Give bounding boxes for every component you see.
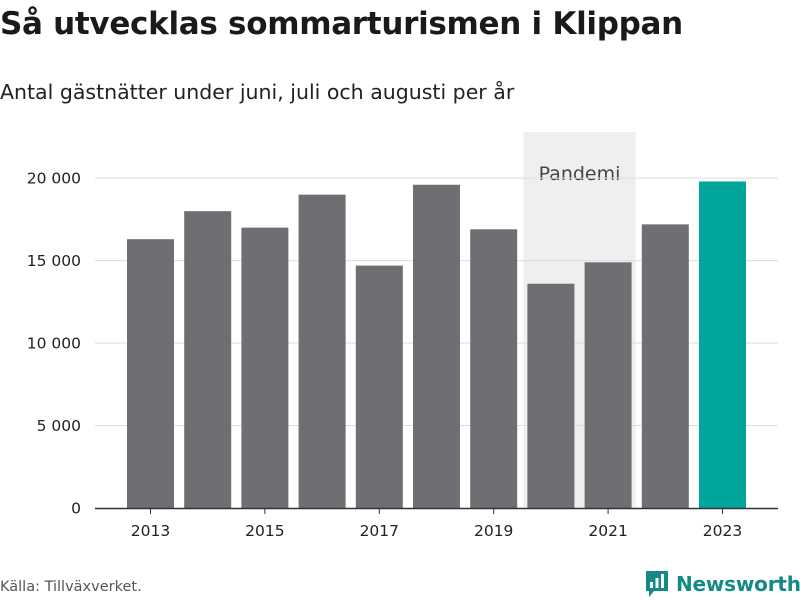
- y-tick-label: 15 000: [27, 252, 81, 270]
- bar-chart-flag-icon: [646, 571, 668, 597]
- bar-2022: [641, 224, 689, 508]
- x-tick-label: 2021: [588, 522, 627, 540]
- bar-2014: [184, 211, 232, 508]
- y-tick-label: 10 000: [27, 335, 81, 353]
- bar-2016: [298, 194, 346, 508]
- bar-2019: [470, 229, 518, 508]
- x-tick-label: 2023: [703, 522, 742, 540]
- x-tick-label: 2013: [131, 522, 170, 540]
- bar-2023: [699, 181, 746, 508]
- brand-name: Newsworthy: [676, 572, 800, 596]
- bar-2017: [355, 265, 403, 508]
- y-tick-label: 0: [71, 500, 81, 518]
- bar-2021: [584, 262, 632, 508]
- bar-2013: [127, 239, 174, 508]
- y-tick-label: 5 000: [37, 417, 81, 435]
- bar-2015: [241, 227, 289, 509]
- bar-2018: [413, 184, 460, 509]
- x-tick-label: 2017: [360, 522, 399, 540]
- chart-subtitle: Antal gästnätter under juni, juli och au…: [0, 80, 515, 104]
- axis-layer: 0 5 000 10 000 15 000 20 000 2013 2015 2017 2019…: [27, 170, 778, 540]
- x-tick-label: 2015: [245, 522, 284, 540]
- y-tick-label: 20 000: [27, 170, 81, 188]
- chart-title: Så utvecklas sommarturismen i Klippan: [0, 6, 683, 42]
- annotation-label: Pandemi: [539, 163, 621, 185]
- source-note: Källa: Tillväxverket.: [0, 579, 142, 595]
- bars-layer: [127, 181, 746, 509]
- bar-2020: [527, 283, 575, 508]
- brand-logo: Newsworthy: [644, 568, 800, 600]
- x-tick-label: 2019: [474, 522, 513, 540]
